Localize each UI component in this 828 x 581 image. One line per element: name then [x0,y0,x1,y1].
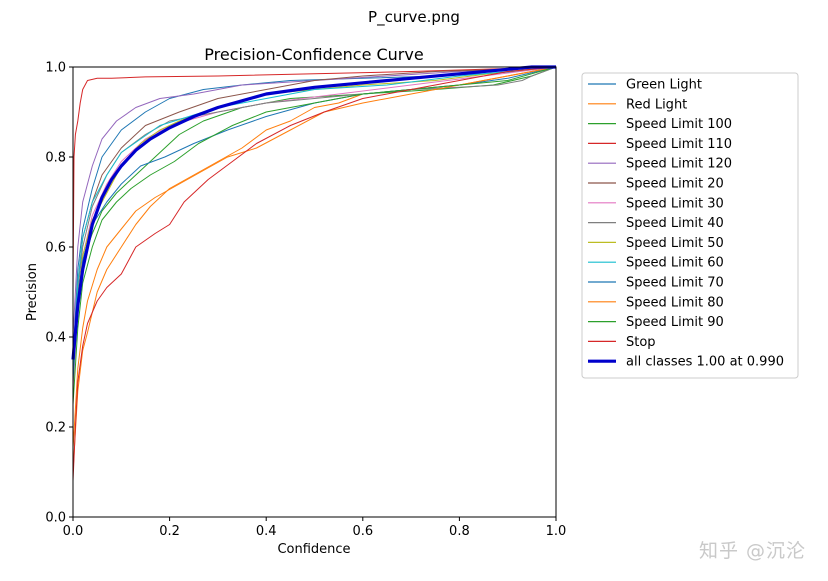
legend-label: Speed Limit 40 [626,216,724,231]
x-tick-label: 0.2 [159,524,180,539]
series-line-12 [72,66,557,405]
series-line-4 [72,66,557,338]
series-line-7 [72,66,557,383]
series-line-14 [71,65,556,360]
legend-label: Speed Limit 120 [626,157,732,172]
series-line-9 [72,66,557,374]
series-line-11 [72,66,557,450]
legend-label: Speed Limit 70 [626,276,724,291]
y-tick-label: 1.0 [45,61,66,76]
series-layer [71,65,557,482]
x-axis-label: Confidence [277,542,350,557]
x-tick-label: 0.6 [352,524,373,539]
legend-frame [581,72,799,379]
series-line-10 [72,66,557,383]
legend-label: Speed Limit 30 [626,196,724,211]
series-line-3 [72,66,557,293]
page-title: P_curve.png [368,8,460,26]
x-tick-label: 1.0 [546,524,567,539]
legend-label: Speed Limit 20 [626,177,724,192]
x-tick-label: 0.4 [256,524,277,539]
y-axis-label: Precision [25,263,40,321]
y-tick-label: 0.8 [45,151,66,166]
legend-label: Speed Limit 100 [626,117,732,132]
ticks-layer: 0.0 0.2 0.4 0.6 0.8 1.0 0.0 0.2 0.4 0.6 0.8 1.0 [45,61,566,540]
legend-label: Speed Limit 60 [626,256,724,271]
series-line-2 [72,66,557,383]
plot-frame [72,66,557,518]
watermark: 知乎 @沉沦 [698,540,806,562]
series-line-8 [72,66,557,383]
x-tick-label: 0.0 [63,524,84,539]
y-tick-label: 0.4 [45,331,66,346]
legend-label: Speed Limit 110 [626,137,732,152]
x-tick-label: 0.8 [449,524,470,539]
y-tick-label: 0.0 [45,511,66,526]
legend-label: Stop [626,335,656,350]
legend-label: Speed Limit 90 [626,315,724,330]
legend-label: Green Light [626,78,702,93]
legend-label: Speed Limit 50 [626,236,724,251]
series-line-5 [72,66,557,383]
series-line-13 [72,66,557,482]
y-tick-label: 0.6 [45,241,66,256]
series-line-1 [72,66,557,473]
legend-label: Speed Limit 80 [626,295,724,310]
y-tick-label: 0.2 [45,421,66,436]
legend-label: all classes 1.00 at 0.990 [626,355,784,370]
legend-label: Red Light [626,97,687,112]
legend: Green Light Red Light Speed Limit 100 Speed… [581,72,799,379]
chart-title: Precision-Confidence Curve [204,45,423,64]
